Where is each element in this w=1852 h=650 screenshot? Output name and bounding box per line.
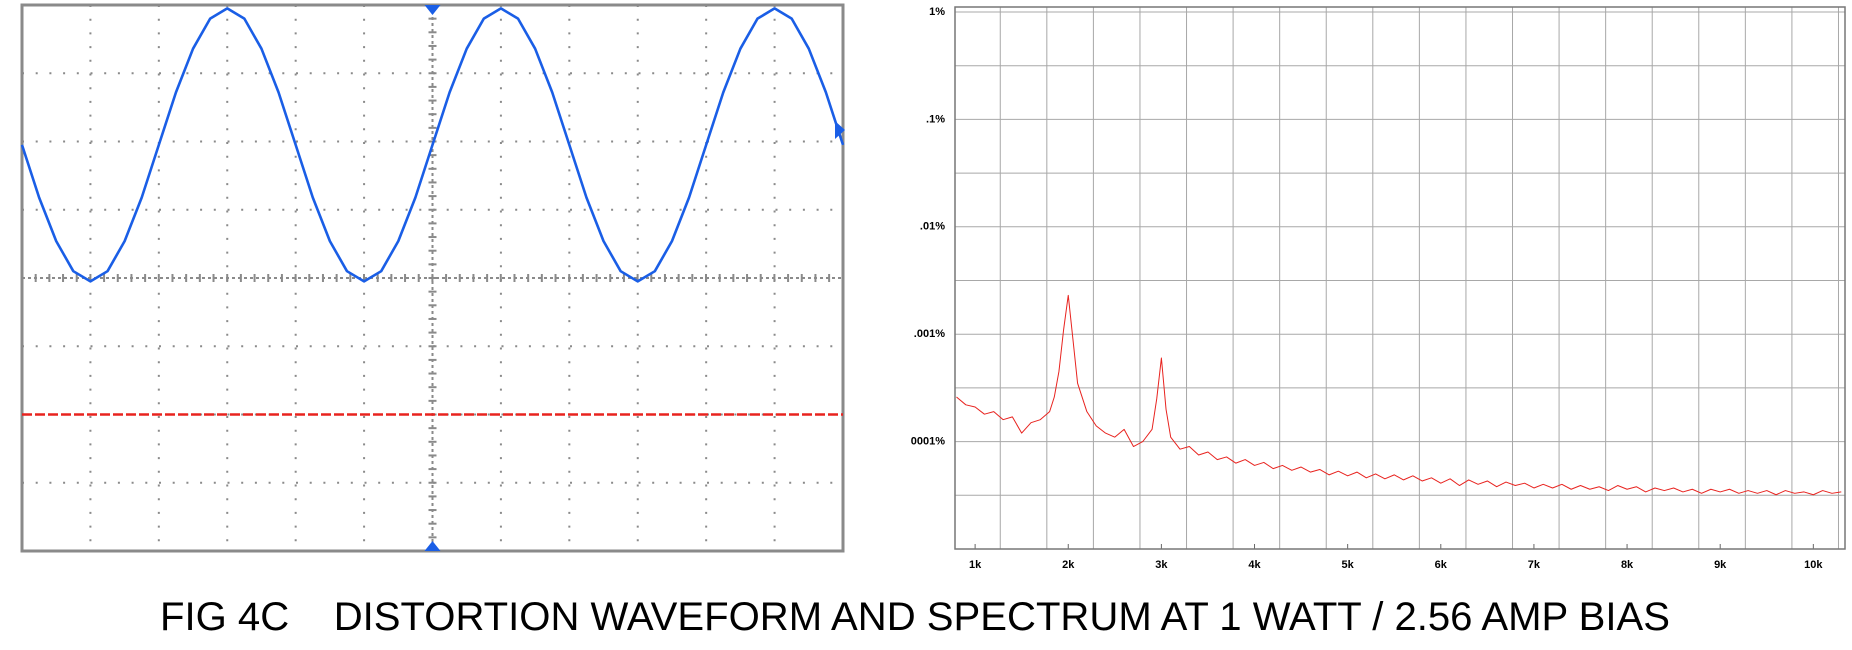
- x-tick-label: 2k: [1062, 559, 1075, 571]
- x-tick-label: 9k: [1714, 559, 1727, 571]
- x-tick-label: 3k: [1155, 559, 1168, 571]
- series-line: [20, 7, 845, 283]
- level-marker: [835, 121, 845, 139]
- y-tick-label: 0001%: [911, 436, 945, 448]
- x-tick-label: 5k: [1342, 559, 1355, 571]
- y-tick-label: .1%: [926, 113, 945, 125]
- x-tick-label: 10k: [1804, 559, 1823, 571]
- x-tick-label: 1k: [969, 559, 982, 571]
- trigger-marker: [424, 541, 441, 551]
- x-tick-label: 6k: [1435, 559, 1448, 571]
- y-tick-label: 1%: [929, 6, 945, 18]
- y-tick-label: .001%: [914, 328, 945, 340]
- y-tick-label: .01%: [920, 221, 945, 233]
- trigger-marker: [424, 5, 441, 15]
- series-line: [956, 294, 1842, 496]
- plot-frame: [954, 6, 1846, 550]
- x-tick-label: 8k: [1621, 559, 1634, 571]
- x-tick-label: 4k: [1248, 559, 1261, 571]
- x-tick-label: 7k: [1528, 559, 1541, 571]
- caption: FIG 4C DISTORTION WAVEFORM AND SPECTRUM …: [160, 595, 1670, 639]
